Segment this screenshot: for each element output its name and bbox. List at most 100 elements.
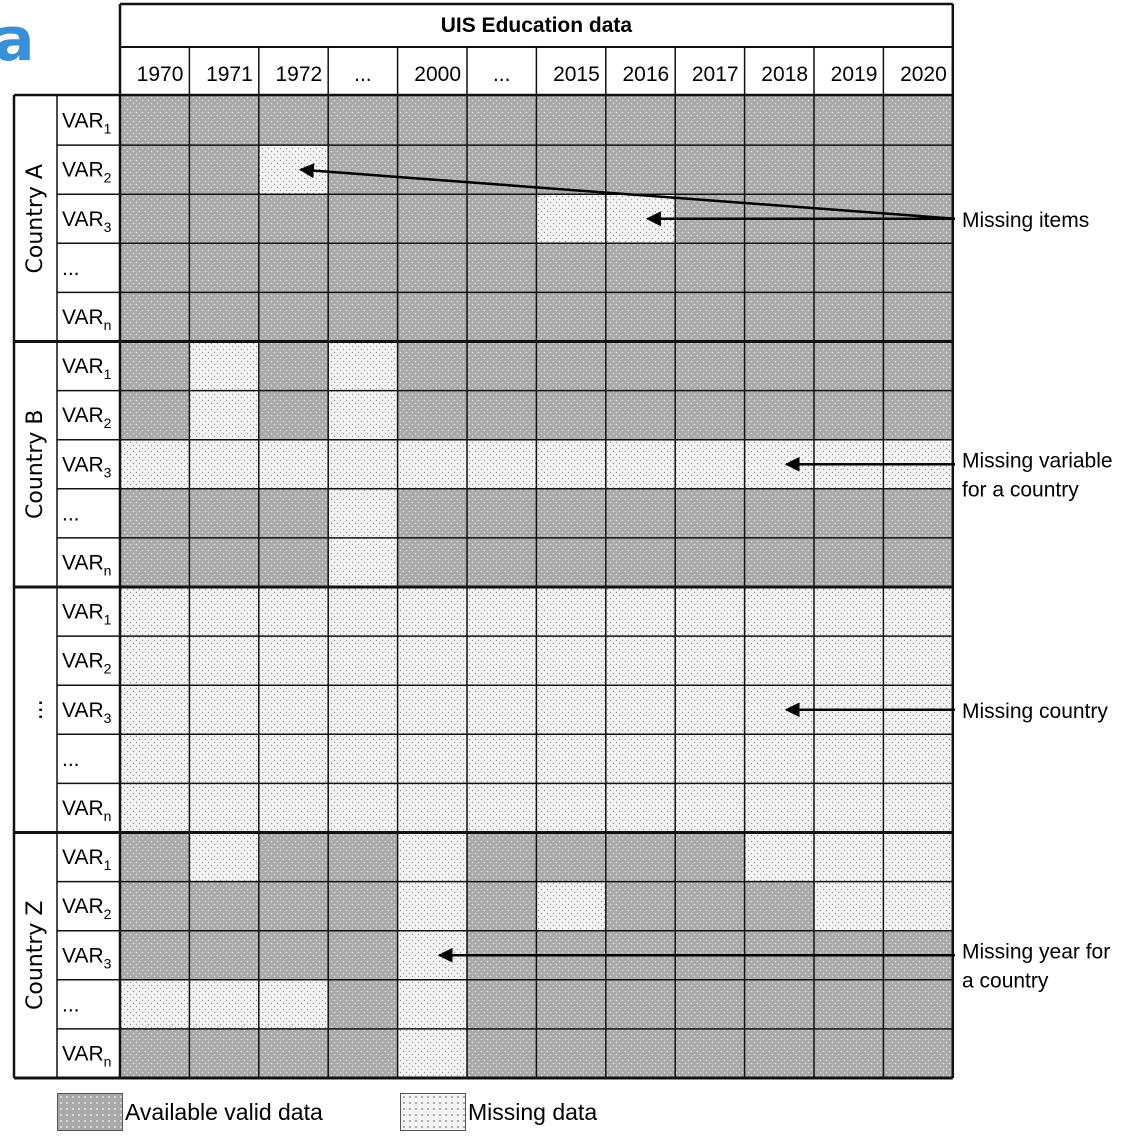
annotation-label: Missing variable [962,449,1113,472]
variable-subscript: 3 [104,219,112,235]
cell-missing [189,636,259,686]
cell-missing [120,734,190,784]
cell-missing [675,587,745,637]
cell-available [258,243,329,293]
cell-missing [328,488,398,538]
cell-missing [120,587,190,637]
cell-available [397,145,467,195]
cell-missing [605,636,676,686]
year-header: 2016 [622,63,669,86]
cell-available [467,881,537,931]
annotation-arrow [298,163,956,220]
cell-available [258,1028,329,1078]
cell-available [814,488,884,538]
cell-available [675,145,745,195]
cell-available [467,194,537,244]
year-header: 2015 [553,63,600,86]
group-label: ... [23,699,48,720]
cell-missing [605,734,676,784]
cell-available [883,243,953,293]
cell-missing [536,194,606,244]
cell-missing [189,390,259,440]
variable-label: VARn [62,551,111,578]
cell-available [675,832,745,882]
cell-missing [605,587,676,637]
cell-available [675,243,745,293]
cell-available [536,341,606,391]
cell-available [883,979,953,1029]
legend-label-missing: Missing data [468,1098,598,1125]
annotation-label: Missing country [962,700,1108,723]
cell-missing [120,783,190,833]
cell-available [258,930,329,980]
year-header: 1971 [206,63,253,86]
cell-available [397,341,467,391]
cell-missing [675,685,745,735]
cell-available [605,390,676,440]
variable-label: VAR1 [62,601,112,628]
cell-missing [120,685,190,735]
cell-missing [397,636,467,686]
cell-available [258,537,329,587]
legend-swatch-available [57,1093,123,1131]
variable-label: VAR2 [62,404,112,431]
cell-available [675,292,745,342]
cell-available [467,488,537,538]
variable-label: VAR3 [62,208,112,235]
cell-available [328,145,398,195]
cell-available [328,881,398,931]
cell-available [605,145,676,195]
cell-missing [328,734,398,784]
cell-available [675,979,745,1029]
cell-available [536,145,606,195]
cell-available [744,488,814,538]
cell-missing [814,783,884,833]
year-header: 2017 [692,63,739,86]
variable-label: ... [62,257,80,280]
cell-available [189,537,259,587]
cell-missing [258,587,329,637]
cell-missing [744,587,814,637]
cell-missing [605,439,676,489]
variable-subscript: 2 [104,415,112,431]
cell-missing [189,685,259,735]
cell-missing [120,979,190,1029]
cell-available [536,832,606,882]
cell-available [189,292,259,342]
cell-available [605,537,676,587]
cell-missing [744,636,814,686]
variable-label: VAR3 [62,699,112,726]
cell-missing [328,537,398,587]
cell-missing [467,734,537,784]
cell-available [328,832,398,882]
variable-subscript: n [104,1053,112,1069]
cell-available [883,341,953,391]
cell-available [814,537,884,587]
cell-available [258,488,329,538]
cell-available [258,390,329,440]
cell-available [189,96,259,146]
legend-swatch-missing [400,1093,466,1131]
cell-available [605,341,676,391]
variable-label: ... [62,748,80,771]
annotation-label: Missing year for [962,940,1110,963]
cell-available [605,488,676,538]
group-label: Country A [23,164,48,273]
year-header: 2000 [414,63,461,86]
cell-missing [189,979,259,1029]
cell-missing [883,734,953,784]
cell-available [120,832,190,882]
cell-missing [120,636,190,686]
variable-label: VAR2 [62,895,112,922]
variable-subscript: 2 [104,170,112,186]
cell-available [328,292,398,342]
cell-available [883,292,953,342]
cell-missing [814,734,884,784]
cell-available [605,832,676,882]
cell-missing [397,1028,467,1078]
cell-available [536,537,606,587]
cell-available [397,488,467,538]
cell-available [467,1028,537,1078]
cell-available [883,537,953,587]
cell-available [605,881,676,931]
